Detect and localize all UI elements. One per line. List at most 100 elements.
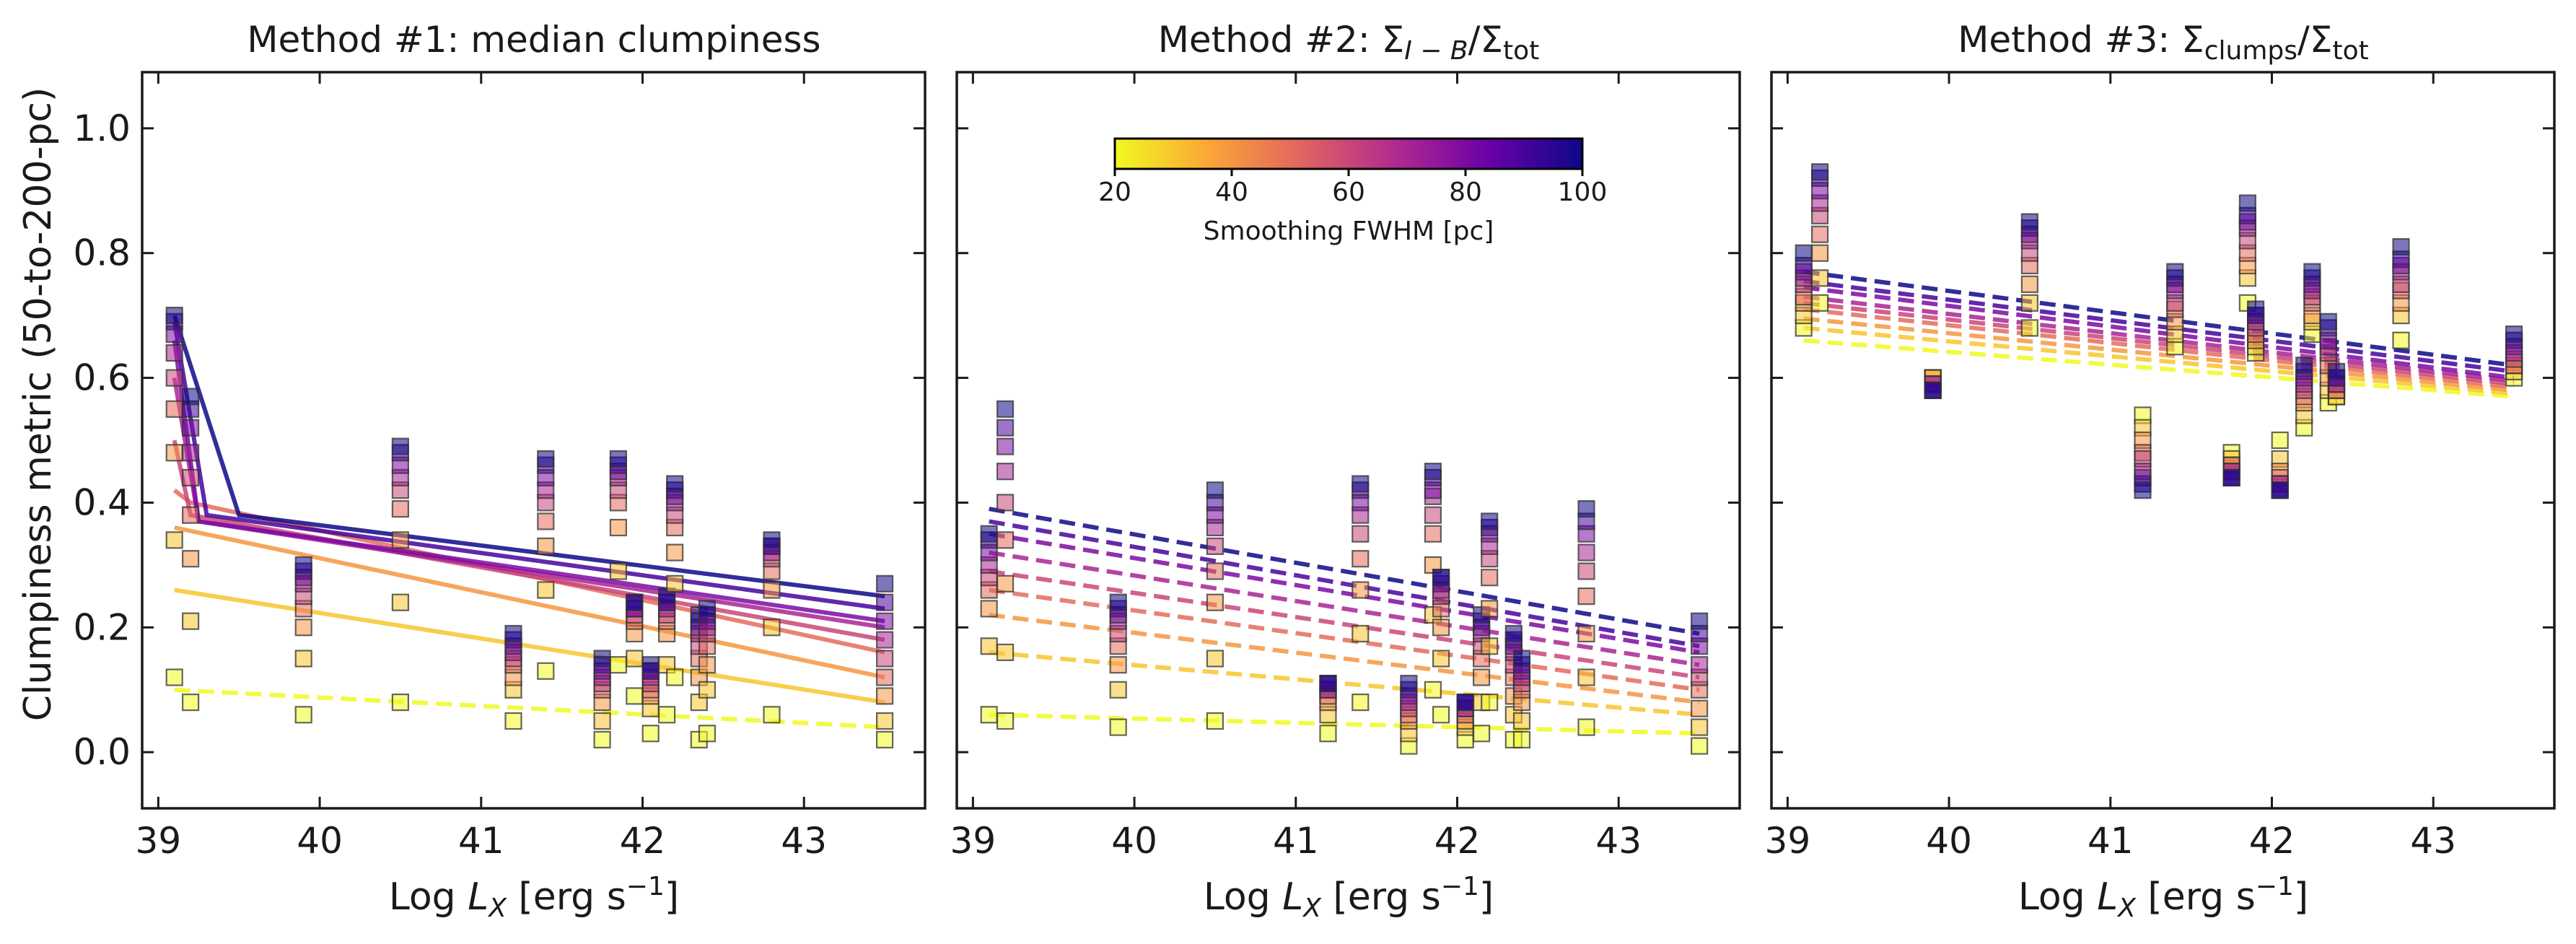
data-point xyxy=(1481,512,1499,530)
data-point xyxy=(1811,269,1829,287)
data-point xyxy=(875,712,894,730)
data-point xyxy=(294,556,312,574)
data-point xyxy=(182,468,200,487)
data-point xyxy=(182,419,200,437)
y-tick-label: 0.4 xyxy=(73,481,131,523)
data-point xyxy=(537,450,555,468)
data-point xyxy=(698,600,717,618)
axes-frame xyxy=(955,71,1741,810)
fit-line-fwhm-100 xyxy=(989,507,1700,636)
data-point xyxy=(2020,213,2038,231)
data-point xyxy=(1472,725,1491,743)
data-point xyxy=(666,574,684,593)
data-point xyxy=(1109,593,1127,611)
data-point xyxy=(698,656,717,674)
data-point xyxy=(165,369,183,387)
data-point xyxy=(182,612,200,630)
data-point xyxy=(1577,562,1595,580)
data-point xyxy=(537,662,555,680)
fit-line-fwhm-60 xyxy=(1803,300,2515,387)
data-point xyxy=(2247,300,2265,318)
colorbar-tick-label: 60 xyxy=(1332,178,1365,207)
data-point xyxy=(1351,475,1370,493)
data-point xyxy=(609,656,628,674)
data-point xyxy=(1811,225,1829,243)
data-point xyxy=(1351,550,1370,568)
data-point xyxy=(1811,163,1829,181)
data-point xyxy=(875,631,894,649)
data-point xyxy=(1424,506,1442,524)
data-point xyxy=(1577,587,1595,606)
panel-method-1: Method #1: median clumpiness 39 40 41 42 43 0… xyxy=(73,19,926,923)
data-point xyxy=(1424,525,1442,543)
data-point xyxy=(1351,624,1370,643)
axes-frame xyxy=(141,71,926,810)
fit-line-fwhm-90 xyxy=(172,321,885,611)
data-point xyxy=(626,650,644,668)
colorbar-tick-label: 100 xyxy=(1558,178,1608,207)
x-tick-label: 42 xyxy=(2249,820,2295,862)
y-axis-label: Clumpiness metric (50-to-200-pc) xyxy=(17,87,60,722)
data-point xyxy=(391,437,410,455)
fit-line-fwhm-40 xyxy=(989,613,1700,705)
data-point xyxy=(1319,725,1337,743)
data-point xyxy=(391,693,410,712)
data-point xyxy=(593,730,611,749)
data-point xyxy=(1691,656,1709,674)
data-point xyxy=(996,400,1015,418)
data-point xyxy=(2505,325,2523,344)
data-point xyxy=(593,650,611,668)
data-point xyxy=(165,444,183,462)
data-point xyxy=(537,537,555,556)
data-point xyxy=(609,450,628,468)
x-axis-label-method-3: Log LX [erg s−1] xyxy=(2018,872,2308,923)
data-point xyxy=(2134,481,2152,499)
data-point xyxy=(1811,244,1829,262)
panel-method-2: Method #2: ΣI − B/Σtot 39 40 41 42 43 Log LX… xyxy=(950,19,1741,923)
data-point xyxy=(980,600,998,618)
data-point xyxy=(165,344,183,362)
data-point xyxy=(980,706,998,724)
panel-title-method-3: Method #3: Σclumps/Σtot xyxy=(1958,19,2368,66)
data-point xyxy=(182,693,200,712)
y-tick-label: 0.2 xyxy=(73,606,131,648)
x-tick-label: 40 xyxy=(297,820,343,862)
data-point xyxy=(1351,525,1370,543)
data-point xyxy=(875,687,894,705)
fit-line-fwhm-50 xyxy=(1803,307,2515,390)
data-point xyxy=(996,463,1015,481)
data-point xyxy=(2020,275,2038,293)
data-point xyxy=(1512,650,1531,668)
data-point xyxy=(996,437,1015,455)
x-tick-label: 40 xyxy=(1111,820,1157,862)
data-point xyxy=(1206,481,1225,499)
x-tick-label: 42 xyxy=(620,820,666,862)
data-point xyxy=(641,725,660,743)
data-point xyxy=(875,574,894,593)
data-point xyxy=(2238,194,2256,212)
data-point xyxy=(996,419,1015,437)
data-point xyxy=(875,650,894,668)
data-point xyxy=(1400,674,1418,693)
panel-title-method-2: Method #2: ΣI − B/Σtot xyxy=(1158,19,1540,66)
data-point xyxy=(609,518,628,537)
data-point xyxy=(1472,668,1491,686)
x-tick-label: 41 xyxy=(458,820,504,862)
data-point xyxy=(165,531,183,549)
data-point xyxy=(1811,294,1829,312)
colorbar-gradient xyxy=(1113,137,1584,170)
y-tick-label: 0.8 xyxy=(73,232,131,274)
data-point xyxy=(294,650,312,668)
fit-line-fwhm-40 xyxy=(1803,316,2515,393)
data-point xyxy=(996,712,1015,730)
x-tick-label: 39 xyxy=(950,820,996,862)
data-point xyxy=(996,494,1015,512)
data-point xyxy=(1481,637,1499,655)
data-point xyxy=(1691,737,1709,755)
data-point xyxy=(2295,357,2313,375)
data-point xyxy=(1109,681,1127,699)
data-point xyxy=(763,531,781,549)
x-axis-label-method-1: Log LX [erg s−1] xyxy=(389,872,679,923)
data-point xyxy=(666,668,684,686)
data-point xyxy=(875,593,894,611)
